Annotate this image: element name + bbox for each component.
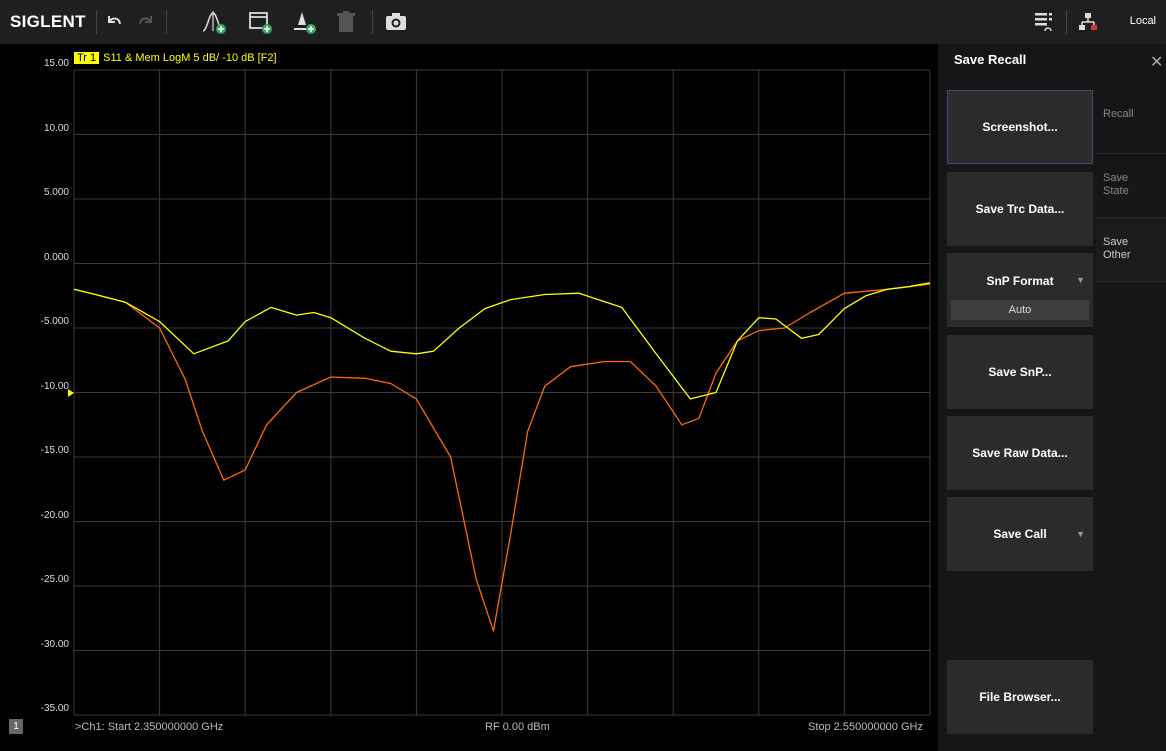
- y-tick-label: -25.00: [40, 574, 69, 585]
- y-tick-label: -10.00: [40, 380, 69, 392]
- tab-save-state[interactable]: Save State: [1096, 154, 1166, 218]
- toolbar-divider: [166, 10, 167, 34]
- tab-save-other-label-1: Save: [1103, 236, 1129, 248]
- file-browser-button[interactable]: File Browser...: [947, 660, 1093, 734]
- toolbar-divider: [96, 10, 97, 34]
- trace-title[interactable]: Tr 1 S11 & Mem LogM 5 dB/ -10 dB [F2]: [74, 52, 277, 64]
- marker-add-icon[interactable]: [200, 8, 228, 36]
- redo-icon[interactable]: [132, 8, 160, 36]
- snp-format-label: SnP Format: [986, 274, 1054, 288]
- start-frequency: >Ch1: Start 2.350000000 GHz: [75, 721, 224, 733]
- plot-area[interactable]: [0, 44, 938, 751]
- screenshot-button[interactable]: Screenshot...: [947, 90, 1093, 164]
- network-icon[interactable]: [1074, 8, 1102, 36]
- delete-icon[interactable]: [332, 8, 360, 36]
- series-line-mem: [73, 283, 931, 632]
- tab-save-other[interactable]: Save Other: [1096, 218, 1166, 282]
- rf-power: RF 0.00 dBm: [485, 721, 550, 733]
- y-tick-label: 10.00: [43, 122, 69, 134]
- toolbar: SIGLENT Local: [0, 0, 1166, 44]
- y-tick-label: -15.00: [40, 445, 69, 456]
- stop-frequency: Stop 2.550000000 GHz: [808, 721, 923, 733]
- trace-add-icon[interactable]: [290, 8, 318, 36]
- tab-recall-label: Recall: [1103, 108, 1134, 120]
- file-browser-label: File Browser...: [979, 690, 1061, 704]
- y-tick-label: 0.000: [43, 251, 69, 263]
- camera-icon[interactable]: [382, 8, 410, 36]
- trace-badge[interactable]: Tr 1: [74, 52, 100, 64]
- local-label[interactable]: Local: [1129, 15, 1156, 27]
- touch-menu-icon[interactable]: [1030, 8, 1058, 36]
- chevron-down-icon: ▼: [1076, 529, 1085, 539]
- screenshot-label: Screenshot...: [982, 120, 1058, 134]
- y-tick-label: 5.000: [43, 187, 69, 198]
- undo-icon[interactable]: [100, 8, 128, 36]
- save-raw-data-button[interactable]: Save Raw Data...: [947, 416, 1093, 490]
- save-trace-data-label: Save Trc Data...: [975, 202, 1065, 216]
- tab-save-state-label-1: Save: [1103, 172, 1129, 184]
- y-tick-label: -5.000: [40, 316, 69, 327]
- chevron-down-icon: ▼: [1076, 275, 1085, 285]
- y-tick-label: -20.00: [40, 509, 69, 521]
- tab-recall[interactable]: Recall: [1096, 90, 1166, 154]
- save-cal-label: Save Call: [993, 527, 1047, 541]
- save-snp-button[interactable]: Save SnP...: [947, 335, 1093, 409]
- save-recall-tabs: Recall Save State Save Other: [1096, 90, 1166, 282]
- tab-save-other-label-2: Other: [1103, 249, 1131, 261]
- tab-save-state-label-2: State: [1103, 185, 1129, 197]
- y-tick-label: -35.00: [40, 703, 69, 714]
- y-tick-label: -30.00: [40, 638, 69, 650]
- save-snp-label: Save SnP...: [988, 365, 1052, 379]
- save-raw-data-label: Save Raw Data...: [972, 446, 1068, 460]
- brand-logo: SIGLENT: [10, 12, 86, 31]
- toolbar-divider: [1066, 10, 1067, 34]
- snp-format-value[interactable]: Auto: [951, 300, 1089, 320]
- save-cal-select[interactable]: Save Call ▼: [947, 497, 1093, 571]
- trace-chart[interactable]: [0, 44, 938, 751]
- save-trace-data-button[interactable]: Save Trc Data...: [947, 172, 1093, 246]
- toolbar-divider: [372, 10, 373, 34]
- series-line-s11: [73, 282, 931, 400]
- y-tick-label: 15.00: [43, 58, 69, 69]
- reference-level-marker[interactable]: [68, 389, 74, 397]
- trace-title-text: S11 & Mem LogM 5 dB/ -10 dB [F2]: [103, 52, 277, 64]
- channel-number[interactable]: 1: [9, 719, 23, 734]
- window-add-icon[interactable]: [246, 8, 274, 36]
- panel-title: Save Recall: [954, 52, 1027, 67]
- close-icon[interactable]: ✕: [1150, 54, 1164, 71]
